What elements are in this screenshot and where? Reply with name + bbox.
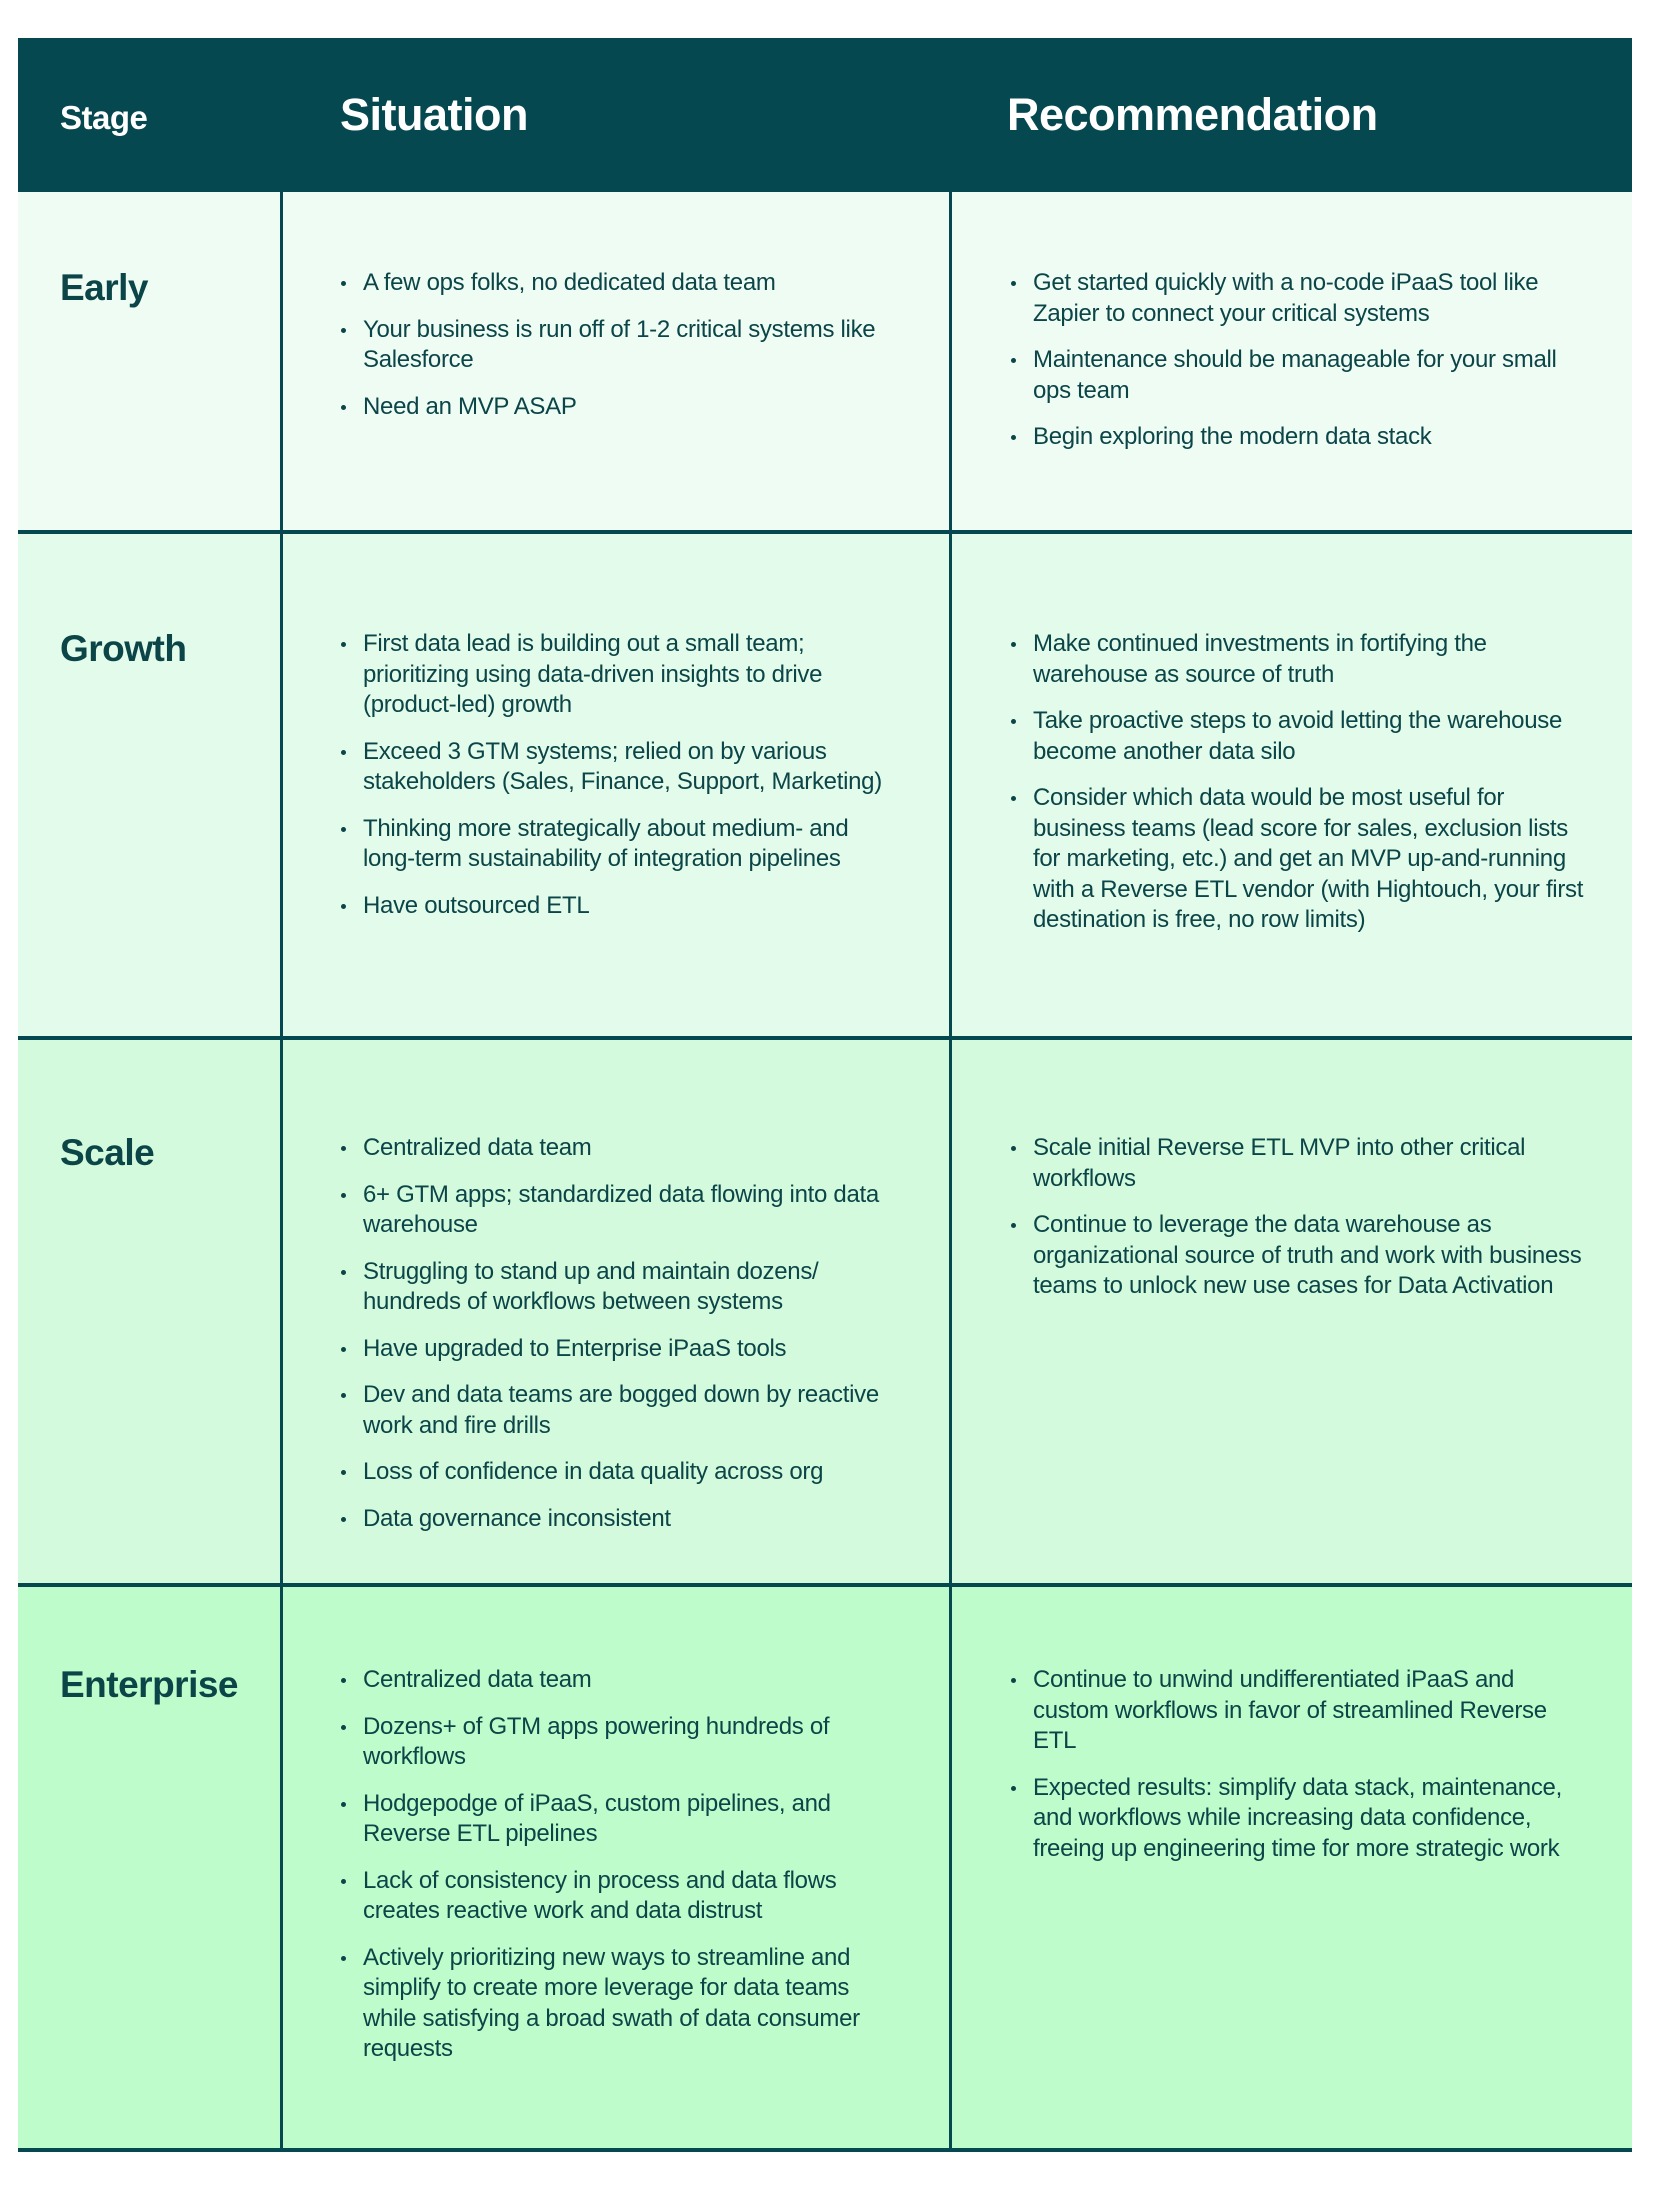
- stage-cell: Early: [18, 192, 280, 530]
- list-item: A few ops folks, no dedicated data team: [340, 268, 899, 299]
- list-item: Thinking more strategically about medium…: [340, 814, 899, 875]
- situation-cell: A few ops folks, no dedicated data team Y…: [280, 192, 952, 530]
- recommendation-list: Make continued investments in fortifying…: [1010, 629, 1592, 936]
- situation-list: A few ops folks, no dedicated data team Y…: [340, 268, 899, 422]
- list-item: Have upgraded to Enterprise iPaaS tools: [340, 1334, 899, 1365]
- list-item: Actively prioritizing new ways to stream…: [340, 1943, 899, 2065]
- list-item: Centralized data team: [340, 1665, 899, 1696]
- list-item: First data lead is building out a small …: [340, 629, 899, 721]
- list-item: Exceed 3 GTM systems; relied on by vario…: [340, 737, 899, 798]
- recommendation-cell: Continue to unwind undifferentiated iPaa…: [952, 1587, 1632, 2148]
- list-item: Scale initial Reverse ETL MVP into other…: [1010, 1133, 1592, 1194]
- situation-list: Centralized data team 6+ GTM apps; standa…: [340, 1133, 899, 1534]
- recommendation-list: Scale initial Reverse ETL MVP into other…: [1010, 1133, 1592, 1302]
- stage-label: Scale: [60, 1132, 155, 1173]
- situation-cell: Centralized data team 6+ GTM apps; standa…: [280, 1040, 952, 1583]
- list-item: Your business is run off of 1-2 critical…: [340, 315, 899, 376]
- list-item: Loss of confidence in data quality acros…: [340, 1457, 899, 1488]
- table-row: Growth First data lead is building out a …: [18, 534, 1632, 1040]
- stage-cell: Enterprise: [18, 1587, 280, 2148]
- list-item: Continue to leverage the data warehouse …: [1010, 1210, 1592, 1302]
- list-item: Lack of consistency in process and data …: [340, 1866, 899, 1927]
- header-recommendation: Recommendation: [1007, 89, 1378, 140]
- table-header: Stage Situation Recommendation: [18, 38, 1632, 192]
- situation-list: First data lead is building out a small …: [340, 629, 899, 921]
- recommendation-cell: Get started quickly with a no-code iPaaS…: [952, 192, 1632, 530]
- situation-list: Centralized data team Dozens+ of GTM apps…: [340, 1665, 899, 2065]
- list-item: Dozens+ of GTM apps powering hundreds of…: [340, 1712, 899, 1773]
- recommendation-list: Get started quickly with a no-code iPaaS…: [1010, 268, 1592, 453]
- list-item: Centralized data team: [340, 1133, 899, 1164]
- situation-cell: Centralized data team Dozens+ of GTM apps…: [280, 1587, 952, 2148]
- list-item: Have outsourced ETL: [340, 891, 899, 922]
- situation-cell: First data lead is building out a small …: [280, 534, 952, 1036]
- list-item: Struggling to stand up and maintain doze…: [340, 1257, 899, 1318]
- stage-label: Early: [60, 267, 149, 308]
- list-item: Dev and data teams are bogged down by re…: [340, 1380, 899, 1441]
- recommendation-list: Continue to unwind undifferentiated iPaa…: [1010, 1665, 1592, 1864]
- recommendation-cell: Scale initial Reverse ETL MVP into other…: [952, 1040, 1632, 1583]
- table-row: Scale Centralized data team 6+ GTM apps; s…: [18, 1040, 1632, 1587]
- stage-cell: Growth: [18, 534, 280, 1036]
- table-row: Enterprise Centralized data team Dozens+ o…: [18, 1587, 1632, 2152]
- stage-cell: Scale: [18, 1040, 280, 1583]
- list-item: Expected results: simplify data stack, m…: [1010, 1773, 1592, 1865]
- list-item: 6+ GTM apps; standardized data flowing i…: [340, 1180, 899, 1241]
- table-row: Early A few ops folks, no dedicated data …: [18, 192, 1632, 534]
- stage-recommendation-table: Stage Situation Recommendation Early A fe…: [18, 38, 1632, 2152]
- list-item: Maintenance should be manageable for you…: [1010, 345, 1592, 406]
- stage-label: Enterprise: [60, 1664, 239, 1705]
- list-item: Make continued investments in fortifying…: [1010, 629, 1592, 690]
- list-item: Take proactive steps to avoid letting th…: [1010, 706, 1592, 767]
- list-item: Need an MVP ASAP: [340, 392, 899, 423]
- list-item: Consider which data would be most useful…: [1010, 783, 1592, 936]
- header-situation: Situation: [340, 89, 528, 140]
- header-stage: Stage: [60, 99, 148, 136]
- list-item: Continue to unwind undifferentiated iPaa…: [1010, 1665, 1592, 1757]
- list-item: Get started quickly with a no-code iPaaS…: [1010, 268, 1592, 329]
- list-item: Hodgepodge of iPaaS, custom pipelines, a…: [340, 1789, 899, 1850]
- list-item: Begin exploring the modern data stack: [1010, 422, 1592, 453]
- list-item: Data governance inconsistent: [340, 1504, 899, 1535]
- recommendation-cell: Make continued investments in fortifying…: [952, 534, 1632, 1036]
- stage-label: Growth: [60, 628, 187, 669]
